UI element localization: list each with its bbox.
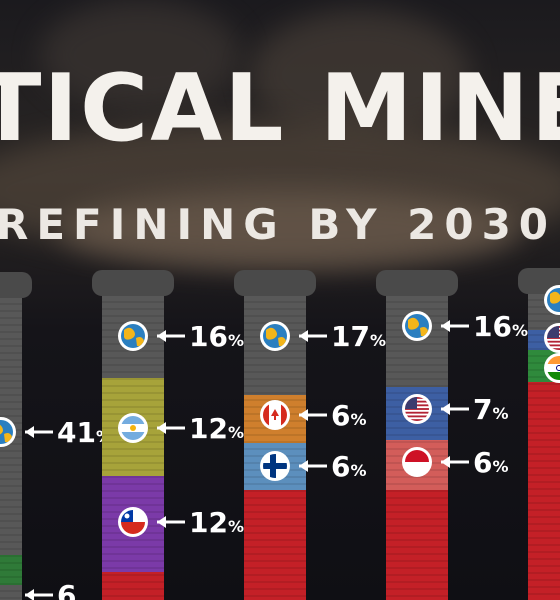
- chimney-column: 16% 7% 6%: [376, 270, 528, 600]
- chimney-column: [518, 268, 560, 600]
- indonesia-flag-icon: [402, 447, 432, 477]
- smoke-cloud: [250, 10, 470, 140]
- globe-icon: [0, 417, 16, 447]
- globe-icon: [260, 321, 290, 351]
- argentina-flag-icon: [118, 413, 148, 443]
- value-label: 17%: [331, 320, 386, 353]
- chimney-segment: [386, 490, 448, 600]
- value-label: 12%: [189, 506, 244, 539]
- globe-icon: [402, 311, 432, 341]
- arrow-head: [157, 330, 166, 342]
- chimney-cap: [0, 272, 32, 298]
- chimney-segment: [528, 382, 560, 600]
- chimney-segment: [0, 555, 22, 585]
- chimney-shaft: [0, 298, 22, 600]
- chimney-cap: [376, 270, 458, 296]
- chimney-cap: [234, 270, 316, 296]
- finland-flag-icon: [260, 451, 290, 481]
- chart-subtitle: REFINING BY 2030: [0, 200, 557, 249]
- value-label: 7%: [473, 393, 509, 426]
- usa-flag-icon: [544, 323, 560, 353]
- chimney-column: 41%6: [0, 272, 112, 600]
- arrow-head: [25, 426, 34, 438]
- chimney-column: 16% 12% 12%: [92, 270, 244, 600]
- chart-title: TICAL MINER: [0, 54, 560, 162]
- globe-icon: [544, 285, 560, 315]
- arrow-head: [157, 516, 166, 528]
- smoke-cloud: [40, 0, 240, 110]
- value-label: 6: [57, 579, 76, 600]
- canada-flag-icon: [260, 400, 290, 430]
- value-label: 6%: [331, 450, 367, 483]
- chimney-cap: [518, 268, 560, 294]
- india-flag-icon: [544, 353, 560, 383]
- arrow-head: [299, 409, 308, 421]
- value-label: 16%: [189, 320, 244, 353]
- globe-icon: [118, 321, 148, 351]
- chimney-segment: [244, 490, 306, 600]
- arrow-head: [441, 456, 450, 468]
- chimney-segment: [102, 572, 164, 600]
- value-label: 16%: [473, 310, 528, 343]
- chimney-column: 17% 6% 6%: [234, 270, 386, 600]
- arrow-head: [441, 320, 450, 332]
- value-label: 12%: [189, 412, 244, 445]
- arrow-head: [25, 589, 34, 600]
- arrow-head: [441, 403, 450, 415]
- arrow-head: [157, 422, 166, 434]
- value-label: 6%: [331, 399, 367, 432]
- usa-flag-icon: [402, 394, 432, 424]
- arrow-head: [299, 330, 308, 342]
- chile-flag-icon: [118, 507, 148, 537]
- arrow-head: [299, 460, 308, 472]
- chimney-cap: [92, 270, 174, 296]
- smoke-cloud: [60, 190, 520, 270]
- value-label: 6%: [473, 446, 509, 479]
